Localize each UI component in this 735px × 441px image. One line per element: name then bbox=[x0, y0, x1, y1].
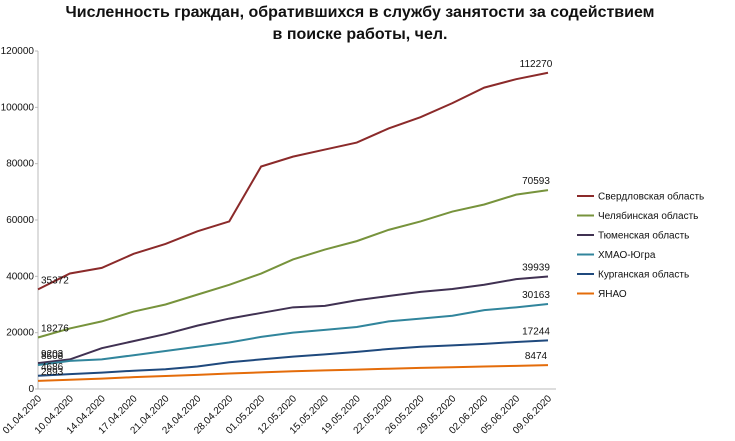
y-tick-label: 20000 bbox=[6, 328, 34, 339]
legend-label: Свердловская область bbox=[598, 191, 704, 203]
data-label: 30163 bbox=[522, 290, 550, 301]
series-line bbox=[37, 303, 549, 367]
y-tick-label: 60000 bbox=[6, 215, 34, 226]
data-label: 9203 bbox=[41, 349, 64, 360]
data-label: 8508 bbox=[41, 351, 64, 362]
legend-label: ЯНАО bbox=[598, 289, 627, 300]
series-line bbox=[37, 364, 549, 382]
data-label: 39939 bbox=[522, 263, 550, 274]
legend-label: Тюменская область bbox=[598, 230, 689, 242]
y-tick-label: 80000 bbox=[6, 159, 34, 170]
series-line bbox=[37, 189, 549, 339]
y-tick-label: 0 bbox=[28, 384, 34, 395]
legend-label: ХМАО-Югра bbox=[598, 250, 656, 261]
data-label: 112270 bbox=[520, 59, 553, 70]
series-line bbox=[37, 275, 549, 365]
y-tick-label: 120000 bbox=[1, 46, 35, 57]
legend-label: Челябинская область bbox=[598, 210, 698, 222]
data-label: 17244 bbox=[522, 326, 550, 337]
data-label: 8474 bbox=[525, 351, 548, 362]
chart-title: Численность граждан, обратившихся в служ… bbox=[65, 4, 655, 43]
y-tick-label: 40000 bbox=[6, 271, 34, 282]
data-label: 18276 bbox=[41, 324, 69, 335]
series-line bbox=[37, 71, 549, 291]
legend-label: Курганская область bbox=[598, 269, 689, 281]
data-label: 70593 bbox=[522, 176, 550, 187]
data-label: 4686 bbox=[41, 362, 64, 373]
data-label: 35372 bbox=[41, 275, 69, 286]
data-label: 2893 bbox=[41, 367, 64, 378]
series-line bbox=[37, 339, 549, 377]
y-tick-label: 100000 bbox=[1, 102, 35, 113]
